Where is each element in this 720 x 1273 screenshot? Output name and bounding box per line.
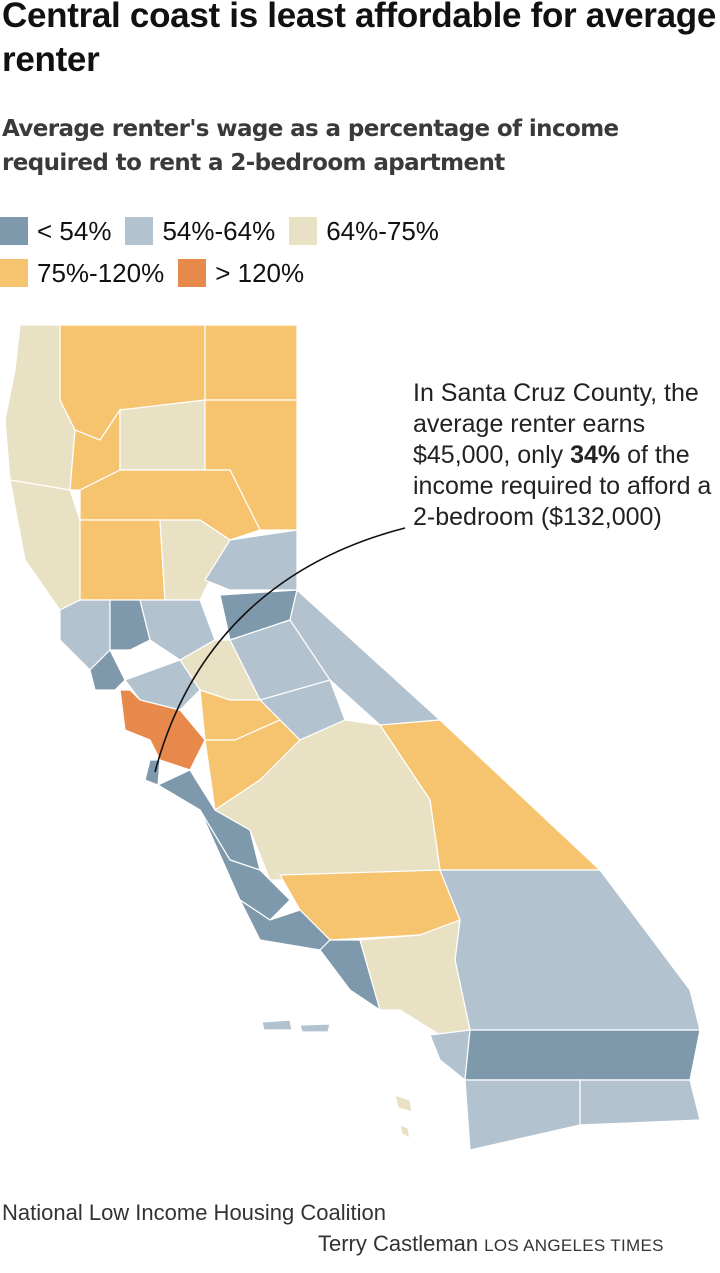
county-region [89, 648, 126, 691]
chart-subtitle: Average renter's wage as a percentage of… [2, 116, 619, 176]
legend: < 54% 54%-64% 64%-75% 75%-120% > 120% [0, 210, 720, 294]
county-region [429, 1029, 471, 1082]
legend-swatch [125, 217, 154, 245]
legend-swatch [0, 259, 28, 287]
county-region [399, 1124, 411, 1140]
publisher-logo: LOS ANGELES TIMES [484, 1236, 664, 1255]
county-region [439, 869, 701, 1031]
county-region [261, 1019, 293, 1031]
legend-swatch [289, 217, 318, 245]
legend-item: 54%-64% [125, 216, 275, 247]
legend-swatch [178, 259, 207, 287]
california-county-map [4, 324, 701, 1151]
county-region [204, 529, 298, 591]
county-region [464, 1029, 701, 1081]
county-region [119, 689, 206, 771]
county-region [579, 1079, 701, 1126]
legend-item: < 54% [0, 216, 111, 247]
santa-cruz-annotation: In Santa Cruz County, the average renter… [413, 379, 712, 531]
source-note: National Low Income Housing Coalition [2, 1200, 386, 1225]
chart-title: Central coast is least affordable for av… [2, 0, 716, 79]
legend-item: 75%-120% [0, 258, 164, 289]
annotation-leader-line [154, 527, 406, 773]
county-region [394, 1094, 413, 1113]
county-region [79, 519, 166, 601]
county-region [464, 1079, 581, 1151]
credit-line: Terry Castleman LOS ANGELES TIMES [318, 1231, 664, 1256]
county-region [204, 324, 298, 401]
county-region [299, 1023, 331, 1033]
county-region [119, 399, 206, 471]
legend-item: > 120% [178, 258, 304, 289]
legend-item: 64%-75% [289, 216, 439, 247]
county-region [109, 599, 151, 651]
county-region [9, 479, 81, 611]
legend-swatch [0, 217, 28, 245]
